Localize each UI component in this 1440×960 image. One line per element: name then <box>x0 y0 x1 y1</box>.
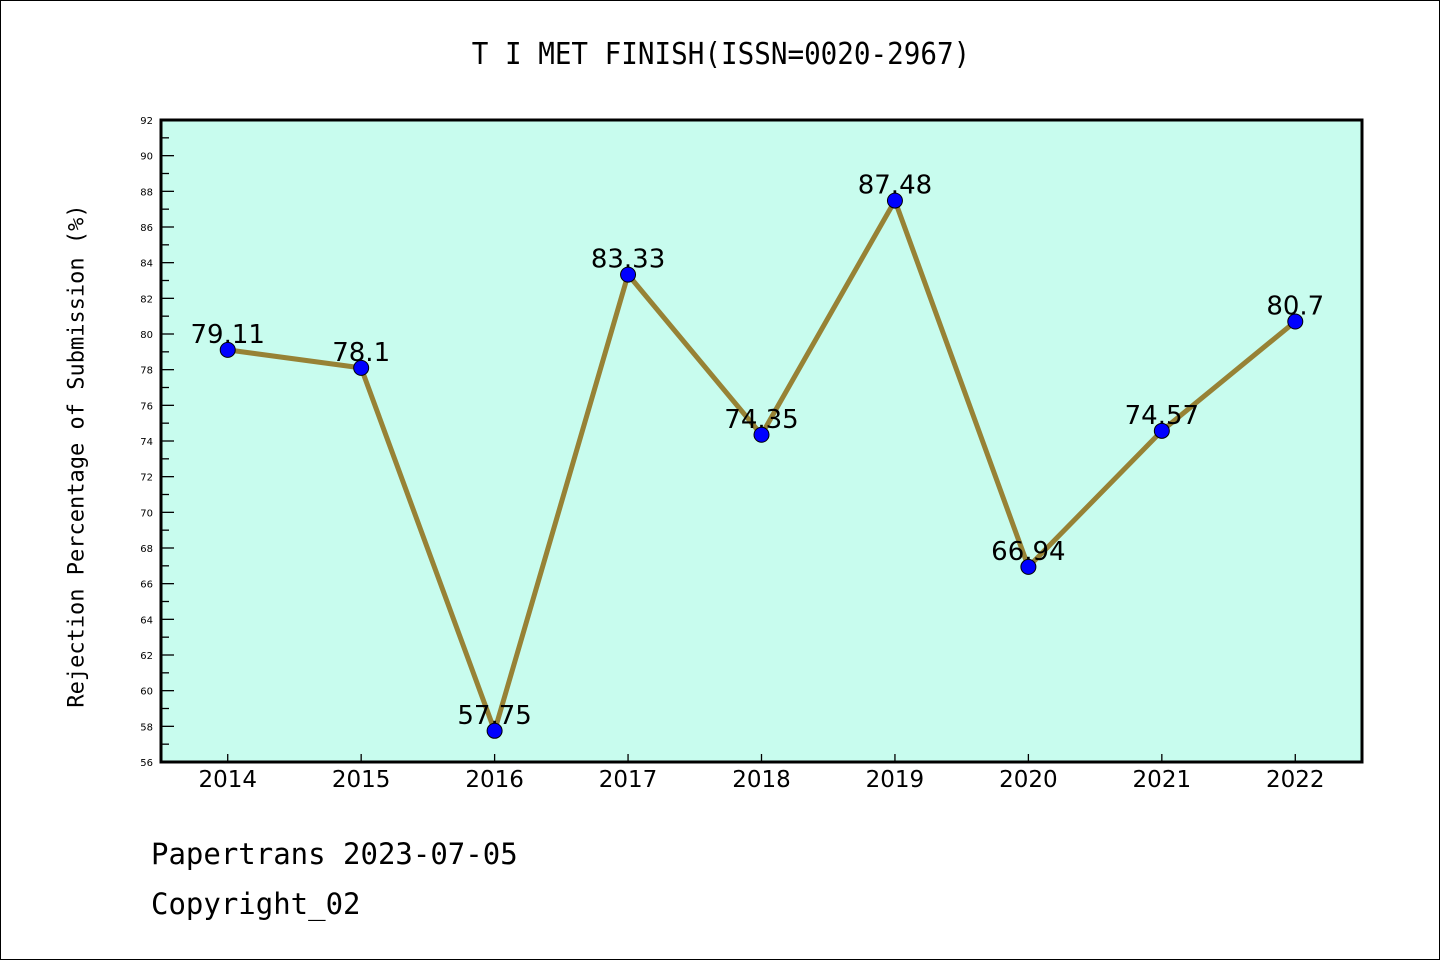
x-tick-label: 2016 <box>465 767 524 793</box>
y-tick-label: 74 <box>140 437 153 448</box>
y-tick-label: 58 <box>140 722 153 733</box>
y-tick-label: 56 <box>140 758 153 769</box>
y-tick-label: 78 <box>140 366 153 377</box>
data-point <box>753 426 770 443</box>
data-point <box>1020 558 1037 575</box>
data-point <box>486 722 503 739</box>
y-tick-label: 80 <box>140 330 153 341</box>
data-point <box>1287 313 1304 330</box>
y-tick-label: 60 <box>140 687 153 698</box>
y-tick-label: 70 <box>140 508 153 519</box>
y-tick-label: 72 <box>140 473 153 484</box>
y-tick-label: 68 <box>140 544 153 555</box>
x-tick-label: 2019 <box>866 767 925 793</box>
x-tick-label: 2022 <box>1266 767 1325 793</box>
y-tick-label: 84 <box>140 259 153 270</box>
data-point <box>620 266 637 283</box>
chart-title: T I MET FINISH(ISSN=0020-2967) <box>471 37 971 72</box>
y-tick-label: 62 <box>140 651 153 662</box>
y-tick-label: 66 <box>140 580 153 591</box>
data-point <box>1153 422 1170 439</box>
x-tick-label: 2017 <box>599 767 658 793</box>
data-point <box>219 341 236 358</box>
y-tick-label: 82 <box>140 294 153 305</box>
y-tick-label: 90 <box>140 152 153 163</box>
y-tick-label: 76 <box>140 401 153 412</box>
x-tick-label: 2020 <box>999 767 1058 793</box>
y-tick-label: 88 <box>140 187 153 198</box>
y-tick-label: 92 <box>140 116 153 127</box>
x-tick-label: 2021 <box>1133 767 1192 793</box>
x-tick-label: 2015 <box>332 767 391 793</box>
y-tick-label: 64 <box>140 615 153 626</box>
x-tick-label: 2018 <box>732 767 791 793</box>
y-tick-label: 86 <box>140 223 153 234</box>
data-point <box>353 359 370 376</box>
footer-date: Papertrans 2023-07-05 <box>151 837 518 871</box>
footer-copyright: Copyright_02 <box>151 887 361 921</box>
data-point <box>886 192 903 209</box>
plot-frame <box>159 118 1364 764</box>
x-tick-label: 2014 <box>198 767 257 793</box>
